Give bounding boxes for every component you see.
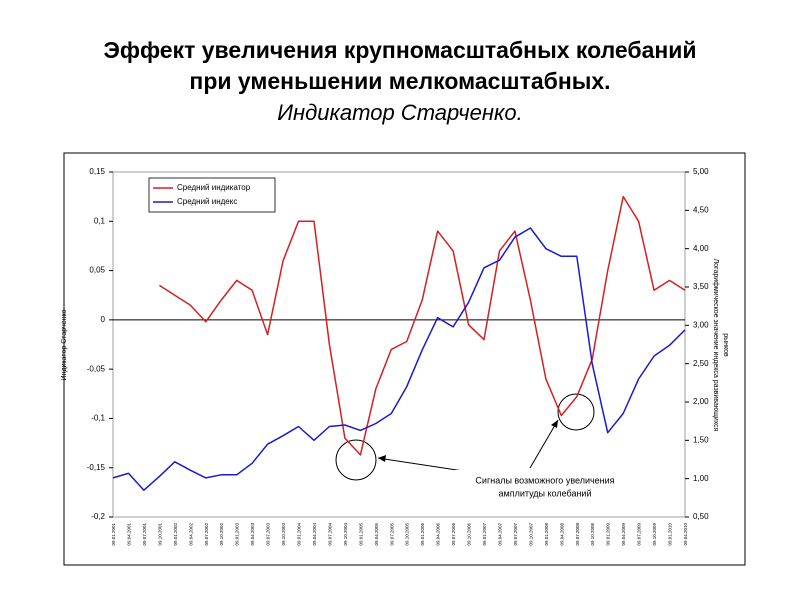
x-tick-label: 09.04.2002 <box>188 523 193 546</box>
annotation: амплитуды колебаний <box>499 488 592 498</box>
y2-tick-label: 5,00 <box>693 167 709 176</box>
y-tick-label: 0,15 <box>89 167 105 176</box>
x-tick-label: 09.07.2002 <box>204 523 209 546</box>
x-tick-label: 09.10.2007 <box>528 523 533 546</box>
data-line <box>158 195 686 456</box>
x-tick-label: 09.01.2008 <box>544 523 549 546</box>
y2-axis-title: рынков <box>722 333 729 357</box>
arrow <box>377 457 471 473</box>
y-tick-label: 0,1 <box>94 216 106 225</box>
y2-tick-label: 2,50 <box>693 359 709 368</box>
x-tick-label: 09.10.2005 <box>405 523 410 546</box>
x-tick-label: 09.01.2009 <box>606 523 611 546</box>
x-tick-label: 09.10.2001 <box>157 523 162 546</box>
x-tick-label: 09.04.2010 <box>683 523 688 546</box>
x-tick-label: 09.10.2004 <box>343 523 348 546</box>
y-tick-label: 0,05 <box>89 266 105 275</box>
highlight-circle <box>335 439 377 481</box>
x-tick-label: 09.10.2008 <box>590 523 595 546</box>
x-tick-label: 09.04.2006 <box>436 523 441 546</box>
legend-box <box>148 177 276 213</box>
x-tick-label: 09.04.2004 <box>312 523 317 546</box>
y2-tick-label: 1,00 <box>693 474 709 483</box>
x-tick-label: 09.07.2007 <box>513 523 518 546</box>
x-tick-label: 09.04.2005 <box>374 523 379 546</box>
y2-tick-label: 1,50 <box>693 435 709 444</box>
y-tick-label: 0 <box>101 315 106 324</box>
x-tick-label: 09.07.2009 <box>637 523 642 546</box>
y-axis-title: Индикатор Старченко <box>61 309 68 380</box>
title-line: при уменьшении мелкомасштабных. <box>189 68 610 94</box>
y-tick-label: -0,05 <box>87 364 106 373</box>
x-tick-label: 09.04.2009 <box>621 523 626 546</box>
y2-tick-label: 3,50 <box>693 282 709 291</box>
x-tick-label: 09.01.2002 <box>173 523 178 546</box>
y-tick-label: -0,15 <box>87 463 106 472</box>
x-tick-label: 09.10.2002 <box>219 523 224 546</box>
y2-axis-title: Логарифмическое значение индекса развива… <box>712 259 719 432</box>
y-tick-label: -0,2 <box>91 512 105 521</box>
x-tick-label: 09.07.2001 <box>142 523 147 546</box>
arrowhead <box>378 455 386 462</box>
annotation-box <box>455 470 635 504</box>
x-tick-label: 09.07.2004 <box>327 523 332 546</box>
x-tick-label: 09.01.2006 <box>420 523 425 546</box>
y2-tick-label: 2,00 <box>693 397 709 406</box>
x-tick-label: 09.01.2001 <box>111 523 116 546</box>
x-tick-label: 09.07.2008 <box>575 523 580 546</box>
x-tick-label: 09.04.2003 <box>250 523 255 546</box>
y2-tick-label: 0,50 <box>693 512 709 521</box>
title-line: Эффект увеличения крупномасштабных колеб… <box>103 37 696 63</box>
annotation: Сигналы возможного увеличения <box>475 475 614 485</box>
y-tick-label: -0,1 <box>91 414 105 423</box>
x-tick-label: 09.04.2001 <box>126 523 131 546</box>
data-line <box>112 227 686 491</box>
y2-tick-label: 4,00 <box>693 244 709 253</box>
legend-label: Средний индекс <box>177 197 237 206</box>
x-tick-label: 09.04.2008 <box>559 523 564 546</box>
x-tick-label: 09.10.2003 <box>281 523 286 546</box>
x-tick-label: 09.01.2007 <box>482 523 487 546</box>
arrow <box>529 419 559 469</box>
arrowhead <box>551 420 558 428</box>
subtitle: Индикатор Старченко. <box>277 100 522 125</box>
x-tick-label: 09.10.2009 <box>652 523 657 546</box>
x-tick-label: 09.01.2004 <box>297 523 302 546</box>
x-tick-label: 09.04.2007 <box>497 523 502 546</box>
chart-frame <box>63 152 746 566</box>
x-tick-label: 09.07.2003 <box>266 523 271 546</box>
x-tick-label: 09.01.2010 <box>668 523 673 546</box>
plot-area <box>112 171 686 518</box>
legend-label: Средний индикатор <box>177 183 251 192</box>
y2-tick-label: 3,00 <box>693 320 709 329</box>
x-tick-label: 09.10.2006 <box>467 523 472 546</box>
y2-tick-label: 4,50 <box>693 205 709 214</box>
x-tick-label: 09.07.2006 <box>451 523 456 546</box>
x-tick-label: 09.01.2005 <box>358 523 363 546</box>
x-tick-label: 09.07.2005 <box>389 523 394 546</box>
highlight-circle <box>557 393 595 431</box>
x-tick-label: 09.01.2003 <box>235 523 240 546</box>
